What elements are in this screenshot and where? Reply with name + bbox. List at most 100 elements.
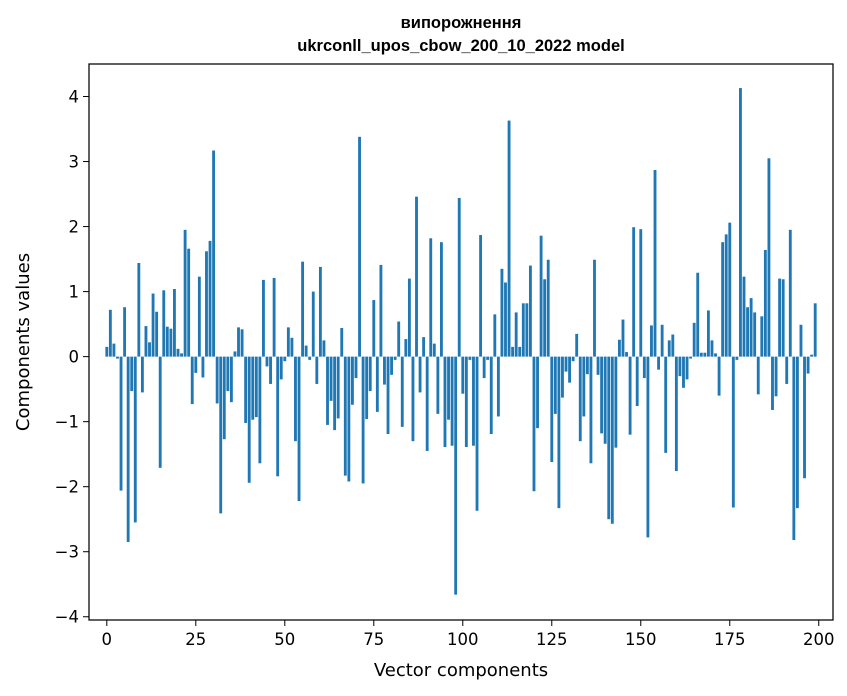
bar-150 [639,229,643,357]
y-axis-ticks: −4 −3 −2 −1 0 1 2 3 4 [55,88,89,627]
y-axis-label: Components values [13,253,34,431]
bar-21 [180,353,183,357]
bar-129 [564,356,568,372]
bar-39 [244,356,248,423]
bar-90 [425,356,429,451]
bar-147 [628,356,632,435]
bar-153 [650,325,653,357]
y-tick-label: 4 [69,88,80,107]
bar-127 [557,356,561,509]
bar-195 [799,324,803,357]
bar-99 [457,197,461,357]
bar-20 [176,348,180,357]
bar-139 [600,356,604,434]
bar-123 [543,279,547,357]
x-axis-label: Vector components [374,660,548,681]
bar-67 [343,356,347,476]
bar-69 [351,356,354,405]
bar-188 [774,356,778,397]
bar-191 [785,356,789,384]
bar-105 [479,235,483,357]
bar-17 [165,326,169,357]
bar-29 [208,240,212,357]
bar-75 [372,300,376,357]
bar-23 [187,248,191,357]
bar-186 [767,158,771,357]
bar-183 [756,356,760,395]
chart-subtitle: ukrconll_upos_cbow_200_10_2022 model [297,37,624,55]
bar-122 [539,235,543,357]
bar-24 [190,356,194,405]
bar-15 [158,356,162,468]
bar-170 [710,340,714,357]
bar-62 [326,356,329,425]
bar-177 [735,356,739,360]
bar-181 [749,298,753,357]
bar-30 [212,150,216,357]
bar-103 [472,356,475,446]
bar-46 [269,356,272,384]
bar-176 [731,356,735,508]
bar-79 [386,356,390,435]
bar-80 [390,356,394,375]
bar-190 [781,279,785,357]
x-tick-label: 75 [363,630,384,649]
bar-38 [240,329,244,357]
bar-162 [682,356,685,388]
bar-65 [336,356,340,419]
bar-149 [635,356,639,407]
bar-109 [493,314,497,357]
bar-148 [632,227,636,357]
bar-51 [286,327,290,357]
bar-120 [532,356,536,492]
bar-50 [283,356,287,362]
bar-36 [233,351,237,357]
x-tick-label: 25 [185,630,206,649]
bar-58 [311,291,315,357]
bar-82 [397,321,401,357]
bar-194 [795,356,799,509]
y-tick-label: 0 [69,348,80,367]
bar-134 [582,356,586,417]
bar-152 [646,356,650,538]
bar-37 [237,327,240,357]
bar-108 [489,356,493,435]
bar-198 [810,354,814,357]
bar-4 [119,356,123,491]
bar-57 [308,356,312,360]
bar-11 [144,326,148,357]
bar-19 [173,289,176,357]
bar-92 [432,343,436,357]
y-tick-label: −1 [55,413,79,432]
bar-104 [475,356,479,511]
bar-14 [155,311,159,357]
bar-96 [447,356,450,420]
bar-160 [674,356,678,472]
bar-48 [276,356,280,477]
bar-161 [678,356,682,377]
bar-154 [653,170,657,357]
bar-55 [301,261,305,357]
bar-97 [450,356,454,446]
bar-197 [806,356,810,374]
bar-93 [436,356,440,414]
bar-144 [617,339,621,357]
bar-135 [585,356,589,375]
x-axis-ticks: 0 25 50 75 100 125 150 175 200 [102,620,835,649]
bar-130 [568,356,571,383]
bar-59 [315,356,319,384]
bar-136 [589,356,593,464]
bar-64 [333,356,337,431]
bar-155 [657,356,660,370]
bar-47 [272,277,276,357]
bar-115 [514,312,518,357]
bar-16 [162,290,166,357]
bar-117 [521,303,525,357]
y-tick-label: 1 [69,283,80,302]
bar-63 [329,356,333,401]
x-tick-label: 125 [536,630,568,649]
bar-142 [610,356,614,524]
bar-94 [440,242,443,357]
bar-10 [140,356,144,393]
